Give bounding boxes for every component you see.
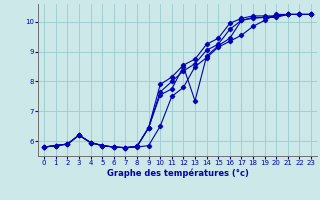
X-axis label: Graphe des températures (°c): Graphe des températures (°c): [107, 169, 249, 178]
